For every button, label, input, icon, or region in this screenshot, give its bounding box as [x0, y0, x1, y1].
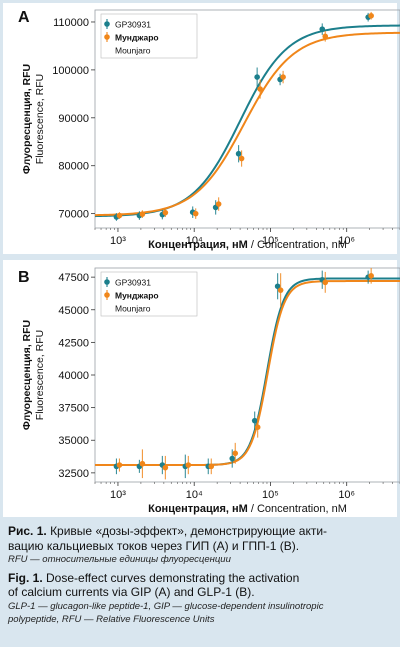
figure-caption: Рис. 1. Кривые «дозы-эффект», демонстрир…: [0, 520, 400, 647]
data-point: [162, 209, 169, 216]
caption-ru-text-1: Кривые «дозы-эффект», демонстрирующие ак…: [46, 524, 328, 538]
data-point: [235, 150, 242, 157]
data-point: [215, 201, 222, 207]
data-point: [232, 450, 239, 457]
panel-background: [3, 3, 397, 254]
y-axis-label: Флуоресценция, RFUFluorescence, RFU: [21, 320, 46, 430]
x-axis-label-en: / Concentration, nM: [248, 503, 347, 515]
data-point: [229, 455, 236, 462]
data-point: [116, 212, 123, 219]
y-tick-label: 42500: [58, 337, 89, 349]
y-tick-label: 110000: [53, 17, 89, 29]
caption-en-text-1: Dose-effect curves demonstrating the act…: [42, 570, 300, 585]
data-point: [257, 86, 263, 92]
data-point: [280, 74, 286, 80]
data-point: [139, 460, 146, 467]
data-point: [322, 279, 329, 286]
data-point: [319, 26, 326, 32]
x-axis-label-ru: Концентрация, нМ: [148, 503, 248, 515]
y-axis-label: Флуоресценция, RFUFluorescence, RFU: [21, 64, 46, 174]
x-axis-label: Концентрация, нМ / Concentration, nM: [148, 503, 347, 515]
legend-label: Mounjaro: [115, 304, 151, 314]
data-point: [116, 462, 123, 468]
y-tick-label: 37500: [58, 403, 89, 415]
legend-marker: [104, 21, 110, 27]
caption-en-note-2: polypeptide, RFU — Relative Fluorescence…: [8, 613, 215, 625]
legend-marker: [104, 292, 110, 298]
caption-ru-line-1: Рис. 1. Кривые «дозы-эффект», демонстрир…: [8, 524, 392, 539]
data-point: [254, 74, 260, 80]
panel-a: A 70000 80000 90000 100000 110000 10³ 10⁴ 10⁵ 10⁶…: [3, 3, 400, 254]
y-axis-label-ru: Флуоресценция, RFU: [21, 320, 33, 430]
fit-curve-mounjaro: [95, 280, 400, 467]
caption-ru-note: RFU — относительные единицы флуоресценци…: [8, 554, 231, 566]
legend-label: Mounjaro: [115, 46, 151, 56]
legend-marker: [104, 34, 110, 40]
fit-curve-mounjaro: [94, 31, 400, 217]
panel-label: A: [18, 9, 30, 26]
data-point: [254, 424, 261, 430]
legend-label: GP30931: [115, 20, 151, 30]
y-tick-label: 32500: [58, 468, 89, 480]
data-point: [238, 155, 245, 162]
legend: GP30931 Мунджаро Mounjaro: [100, 271, 198, 317]
legend-label: Мунджаро: [115, 33, 159, 43]
data-point: [368, 12, 374, 19]
legend-box: [100, 13, 198, 59]
panel-b: B 32500 35000 37500 40000 42500 45000 47500 10³ 1…: [3, 260, 400, 517]
x-tick-label: 10⁶: [338, 489, 355, 501]
y-axis-label-en: Fluorescence, RFU: [34, 330, 46, 420]
y-tick-label: 47500: [58, 272, 89, 284]
data-point: [208, 463, 215, 470]
x-axis-label-ru: Концентрация, нМ: [148, 239, 248, 251]
legend-box: [100, 271, 198, 317]
panel-background: [3, 260, 397, 517]
y-tick-label: 70000: [58, 209, 89, 221]
x-axis-label-en: / Concentration, nM: [248, 239, 347, 251]
data-point: [251, 417, 258, 424]
legend: GP30931 Мунджаро Mounjaro: [100, 13, 198, 59]
x-tick-label: 10⁵: [262, 489, 279, 501]
y-tick-label: 40000: [58, 370, 89, 382]
y-tick-label: 80000: [58, 161, 89, 173]
data-point: [192, 210, 199, 217]
figure: A 70000 80000 90000 100000 110000 10³ 10⁴ 10⁵ 10⁶…: [0, 0, 400, 520]
data-point: [274, 283, 281, 290]
x-tick-label: 10⁶: [338, 235, 355, 247]
y-tick-label: 45000: [58, 305, 89, 317]
caption-ru-text-2: вацию кальциевых токов через ГИП (А) и Г…: [8, 538, 300, 553]
caption-en-note-1: GLP-1 — glucagon-like peptide-1, GIP — g…: [8, 601, 324, 613]
y-tick-label: 100000: [52, 65, 89, 77]
x-axis-label: Концентрация, нМ / Concentration, nM: [148, 239, 347, 251]
caption-en-line-1: Fig. 1. Dose-effect curves demonstrating…: [8, 571, 392, 586]
data-point: [139, 211, 146, 217]
y-tick-label: 35000: [58, 435, 89, 447]
figure-svg: A 70000 80000 90000 100000 110000 10³ 10⁴ 10⁵ 10⁶…: [3, 3, 400, 517]
legend-label: GP30931: [115, 278, 151, 288]
data-point: [162, 464, 169, 471]
y-tick-label: 90000: [58, 113, 89, 125]
legend-marker: [104, 279, 110, 285]
x-tick-label: 10⁵: [262, 235, 279, 247]
data-point: [185, 462, 192, 468]
y-axis-label-en: Fluorescence, RFU: [34, 74, 46, 164]
x-tick-label: 10³: [110, 235, 126, 247]
data-point: [277, 287, 284, 293]
legend-label: Мунджаро: [115, 291, 159, 301]
data-point: [368, 273, 374, 279]
caption-en-title: Fig. 1.: [8, 570, 43, 585]
x-tick-label: 10⁴: [186, 489, 203, 501]
caption-en-text-2: of calcium currents via GIP (A) and GLP-…: [8, 585, 255, 600]
x-tick-label: 10³: [110, 489, 126, 501]
y-axis-label-ru: Флуоресценция, RFU: [21, 64, 33, 174]
panel-label: B: [18, 269, 30, 286]
data-point: [322, 33, 329, 40]
x-tick-label: 10⁴: [186, 235, 203, 247]
caption-ru-title: Рис. 1.: [8, 524, 47, 538]
